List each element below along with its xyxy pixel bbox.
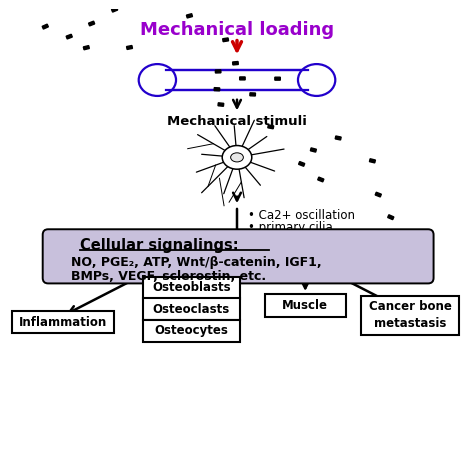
Bar bbox=[310, 148, 317, 152]
Text: BMPs, VEGF, sclerostin, etc.: BMPs, VEGF, sclerostin, etc. bbox=[71, 270, 266, 283]
Ellipse shape bbox=[231, 153, 243, 162]
Bar bbox=[186, 14, 192, 18]
Bar bbox=[233, 62, 238, 65]
Bar bbox=[375, 192, 382, 197]
Text: Cancer bone
metastasis: Cancer bone metastasis bbox=[369, 301, 452, 330]
Bar bbox=[215, 70, 221, 73]
FancyBboxPatch shape bbox=[155, 70, 319, 90]
Bar bbox=[388, 215, 394, 219]
Text: • focal adhesion, etc.: • focal adhesion, etc. bbox=[248, 233, 374, 246]
Bar bbox=[83, 46, 90, 50]
FancyBboxPatch shape bbox=[265, 294, 346, 317]
Bar bbox=[299, 162, 305, 166]
Text: Muscle: Muscle bbox=[282, 299, 328, 312]
Ellipse shape bbox=[298, 64, 335, 96]
Text: Cellular signalings:: Cellular signalings: bbox=[80, 238, 238, 253]
Bar bbox=[223, 38, 228, 42]
Bar bbox=[89, 21, 95, 26]
FancyBboxPatch shape bbox=[12, 311, 114, 334]
Text: • Ca2+ oscillation: • Ca2+ oscillation bbox=[248, 209, 356, 222]
Text: Mechanical loading: Mechanical loading bbox=[140, 21, 334, 39]
Text: NO, PGE₂, ATP, Wnt/β-catenin, IGF1,: NO, PGE₂, ATP, Wnt/β-catenin, IGF1, bbox=[71, 256, 321, 269]
Bar bbox=[240, 77, 245, 80]
FancyBboxPatch shape bbox=[43, 229, 434, 283]
Text: Osteoblasts: Osteoblasts bbox=[152, 282, 230, 294]
Bar bbox=[42, 24, 48, 29]
Text: Mechanical stimuli: Mechanical stimuli bbox=[167, 115, 307, 128]
FancyBboxPatch shape bbox=[361, 296, 459, 335]
Bar bbox=[275, 77, 280, 80]
Ellipse shape bbox=[222, 146, 252, 169]
Bar bbox=[127, 46, 132, 49]
Text: Osteocytes: Osteocytes bbox=[155, 324, 228, 337]
Bar bbox=[318, 177, 324, 182]
Text: Osteoclasts: Osteoclasts bbox=[153, 303, 230, 316]
Bar bbox=[111, 7, 118, 12]
Bar bbox=[214, 88, 220, 91]
Bar bbox=[268, 125, 273, 129]
Bar bbox=[369, 159, 375, 163]
Bar bbox=[335, 136, 341, 140]
Bar bbox=[250, 93, 255, 96]
Text: Inflammation: Inflammation bbox=[19, 316, 107, 328]
FancyBboxPatch shape bbox=[143, 299, 240, 320]
Bar bbox=[218, 103, 224, 106]
FancyBboxPatch shape bbox=[143, 277, 240, 299]
FancyBboxPatch shape bbox=[143, 320, 240, 342]
Ellipse shape bbox=[139, 64, 176, 96]
Text: • primary cilia: • primary cilia bbox=[248, 221, 333, 234]
Bar bbox=[66, 34, 73, 39]
